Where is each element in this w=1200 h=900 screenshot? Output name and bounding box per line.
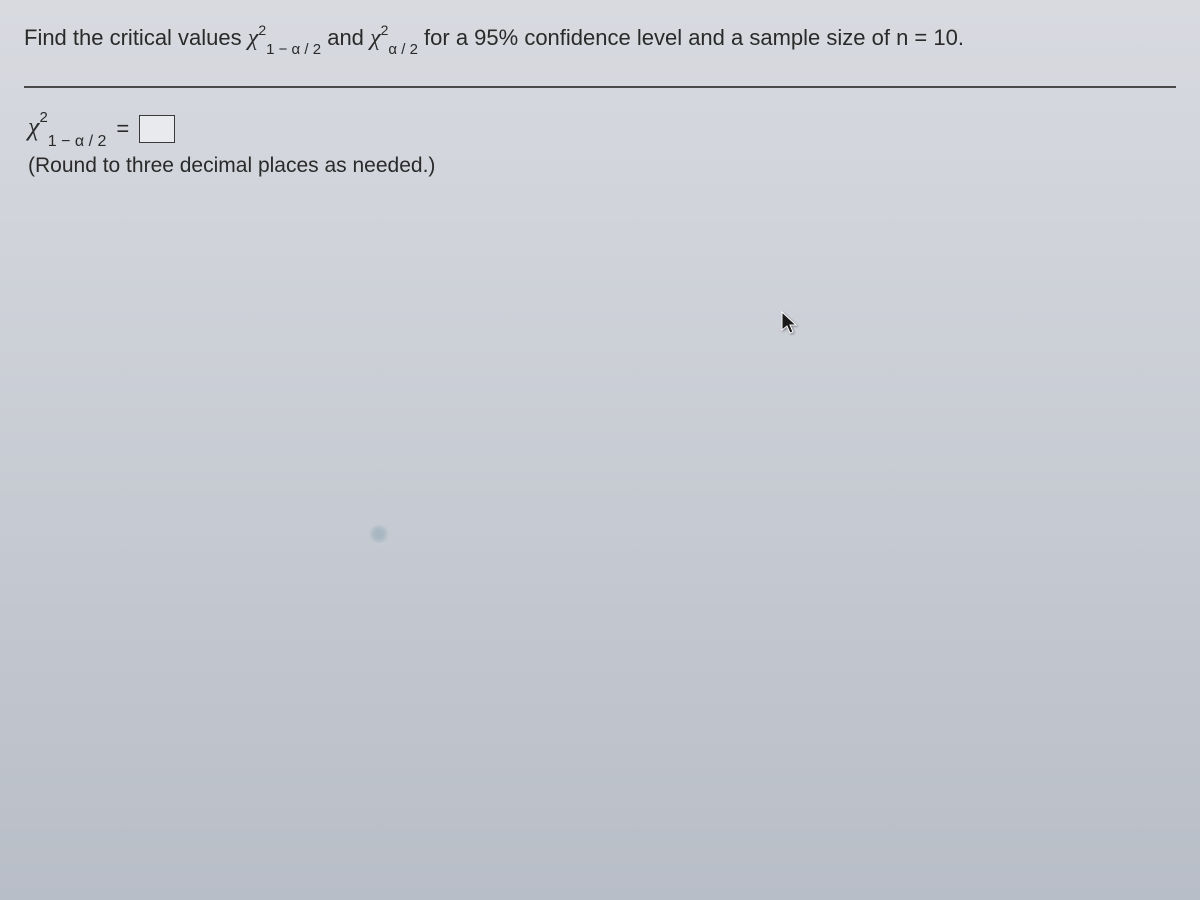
equals-sign: = bbox=[116, 116, 129, 142]
chi2-symbol: χ bbox=[370, 25, 381, 51]
question-container: Find the critical values χ21 − α / 2 and… bbox=[0, 0, 1200, 198]
answer-chi-sup: 2 bbox=[39, 109, 47, 126]
answer-chi-expression: χ21 − α / 2 bbox=[28, 112, 106, 146]
watermark-dot bbox=[370, 525, 388, 543]
rounding-instruction: (Round to three decimal places as needed… bbox=[28, 154, 1172, 178]
answer-chi-sub: 1 − α / 2 bbox=[48, 133, 107, 150]
mouse-cursor-icon bbox=[780, 310, 800, 336]
chi2-superscript: 2 bbox=[381, 22, 389, 38]
question-prefix: Find the critical values bbox=[24, 25, 248, 50]
chi1-symbol: χ bbox=[248, 25, 259, 51]
answer-expression: χ21 − α / 2 = bbox=[28, 112, 1172, 146]
answer-input[interactable] bbox=[139, 115, 175, 143]
chi2-subscript: α / 2 bbox=[388, 41, 418, 58]
answer-section: χ21 − α / 2 = (Round to three decimal pl… bbox=[24, 112, 1176, 178]
answer-chi-symbol: χ bbox=[28, 112, 39, 141]
chi1-subscript: 1 − α / 2 bbox=[266, 41, 321, 58]
question-mid: and bbox=[321, 25, 370, 50]
question-suffix: for a 95% confidence level and a sample … bbox=[418, 25, 964, 50]
chi1-superscript: 2 bbox=[258, 22, 266, 38]
question-text: Find the critical values χ21 − α / 2 and… bbox=[24, 20, 1176, 58]
section-divider bbox=[24, 86, 1176, 88]
